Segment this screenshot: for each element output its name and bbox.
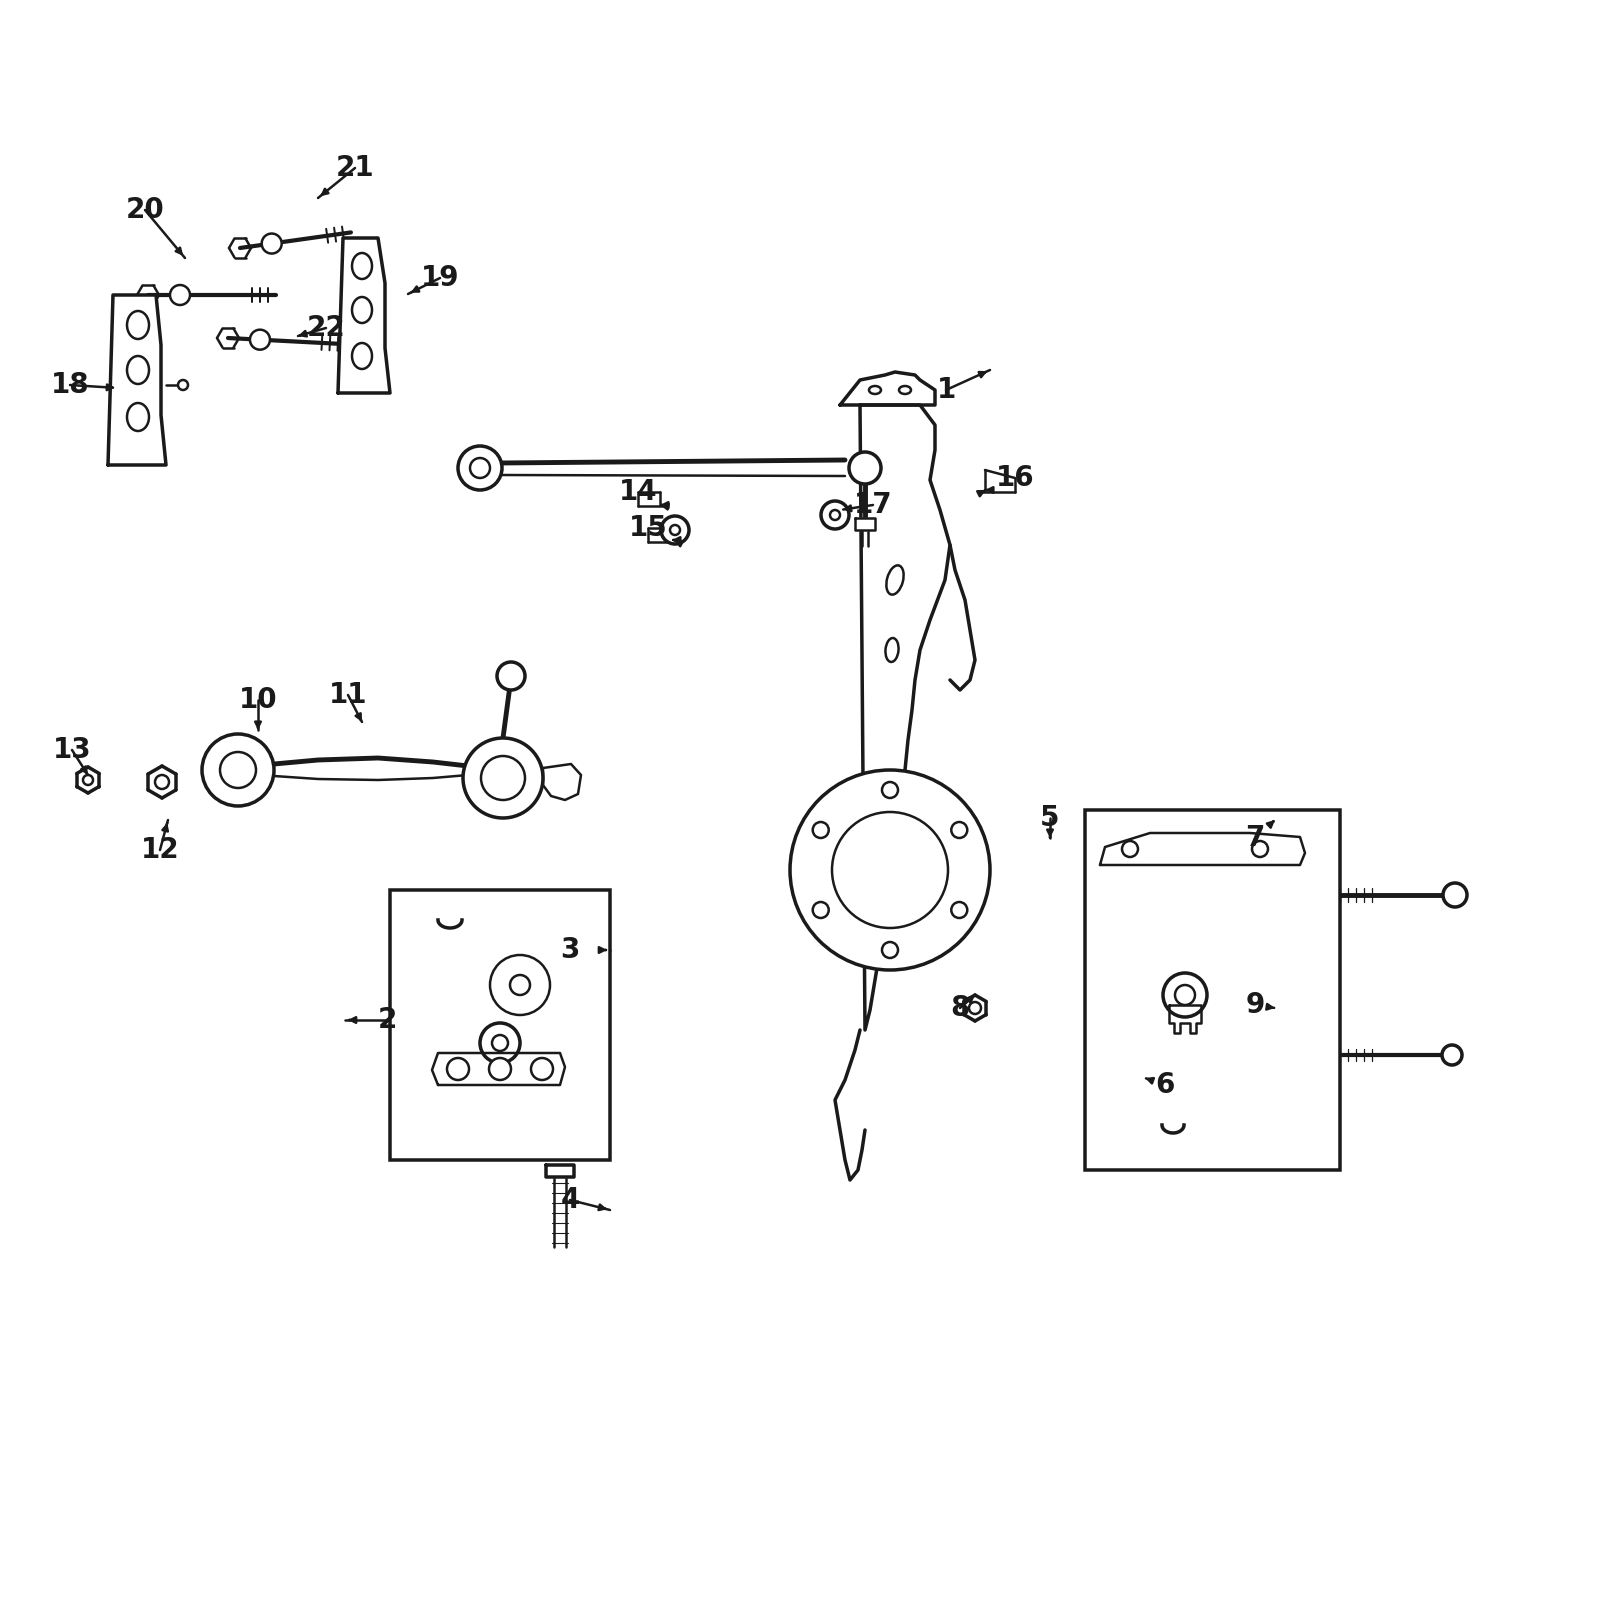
- Circle shape: [1174, 986, 1195, 1005]
- Circle shape: [813, 902, 829, 918]
- Text: 9: 9: [1245, 990, 1264, 1019]
- Ellipse shape: [126, 403, 149, 430]
- Text: 20: 20: [126, 195, 165, 224]
- Ellipse shape: [352, 342, 371, 370]
- Polygon shape: [1170, 1005, 1202, 1034]
- Circle shape: [202, 734, 274, 806]
- Polygon shape: [542, 765, 581, 800]
- Circle shape: [882, 782, 898, 798]
- Circle shape: [531, 1058, 554, 1080]
- Polygon shape: [1101, 834, 1306, 866]
- Circle shape: [262, 234, 282, 253]
- Circle shape: [850, 451, 882, 483]
- Circle shape: [1442, 1045, 1462, 1066]
- Text: 22: 22: [307, 314, 346, 342]
- Circle shape: [1163, 973, 1206, 1018]
- Circle shape: [821, 501, 850, 530]
- Circle shape: [250, 330, 270, 350]
- Circle shape: [661, 515, 690, 544]
- Text: 13: 13: [53, 736, 91, 765]
- Circle shape: [952, 902, 968, 918]
- Polygon shape: [861, 405, 950, 1030]
- Text: 8: 8: [950, 994, 970, 1022]
- Text: 5: 5: [1040, 803, 1059, 832]
- Circle shape: [952, 822, 968, 838]
- Circle shape: [882, 942, 898, 958]
- Text: 3: 3: [560, 936, 579, 963]
- Circle shape: [221, 752, 256, 787]
- Ellipse shape: [126, 310, 149, 339]
- Bar: [390, 890, 610, 1160]
- Circle shape: [970, 1002, 981, 1014]
- Circle shape: [482, 757, 525, 800]
- Text: 4: 4: [560, 1186, 579, 1214]
- Polygon shape: [840, 371, 934, 405]
- Text: 11: 11: [328, 682, 368, 709]
- Circle shape: [832, 813, 947, 928]
- Text: 21: 21: [336, 154, 374, 182]
- Text: 19: 19: [421, 264, 459, 291]
- Ellipse shape: [886, 565, 904, 595]
- Circle shape: [458, 446, 502, 490]
- Circle shape: [480, 1022, 520, 1062]
- Circle shape: [790, 770, 990, 970]
- Polygon shape: [546, 1165, 574, 1178]
- Ellipse shape: [352, 298, 371, 323]
- Circle shape: [830, 510, 840, 520]
- Ellipse shape: [126, 357, 149, 384]
- Text: 12: 12: [141, 835, 179, 864]
- Polygon shape: [338, 238, 390, 394]
- Text: 1: 1: [936, 376, 955, 403]
- Bar: [1085, 810, 1341, 1170]
- Circle shape: [170, 285, 190, 306]
- Circle shape: [510, 974, 530, 995]
- Circle shape: [155, 774, 170, 789]
- Text: 2: 2: [378, 1006, 397, 1034]
- Ellipse shape: [352, 253, 371, 278]
- Text: 15: 15: [629, 514, 667, 542]
- Circle shape: [1443, 883, 1467, 907]
- Circle shape: [470, 458, 490, 478]
- Text: 7: 7: [1245, 824, 1264, 851]
- Text: 16: 16: [995, 464, 1034, 493]
- Ellipse shape: [899, 386, 910, 394]
- Circle shape: [1251, 842, 1267, 858]
- Circle shape: [490, 955, 550, 1014]
- Circle shape: [83, 774, 93, 786]
- Polygon shape: [432, 1053, 565, 1085]
- Text: 6: 6: [1155, 1070, 1174, 1099]
- Circle shape: [1122, 842, 1138, 858]
- Circle shape: [498, 662, 525, 690]
- Circle shape: [490, 1058, 510, 1080]
- Ellipse shape: [885, 638, 899, 662]
- Text: 17: 17: [854, 491, 893, 518]
- Text: 14: 14: [619, 478, 658, 506]
- Circle shape: [493, 1035, 509, 1051]
- Circle shape: [178, 379, 189, 390]
- Polygon shape: [854, 518, 875, 530]
- Text: 18: 18: [51, 371, 90, 398]
- Polygon shape: [109, 294, 166, 466]
- Text: 10: 10: [238, 686, 277, 714]
- Circle shape: [670, 525, 680, 534]
- Circle shape: [813, 822, 829, 838]
- Circle shape: [462, 738, 542, 818]
- Circle shape: [446, 1058, 469, 1080]
- Ellipse shape: [869, 386, 882, 394]
